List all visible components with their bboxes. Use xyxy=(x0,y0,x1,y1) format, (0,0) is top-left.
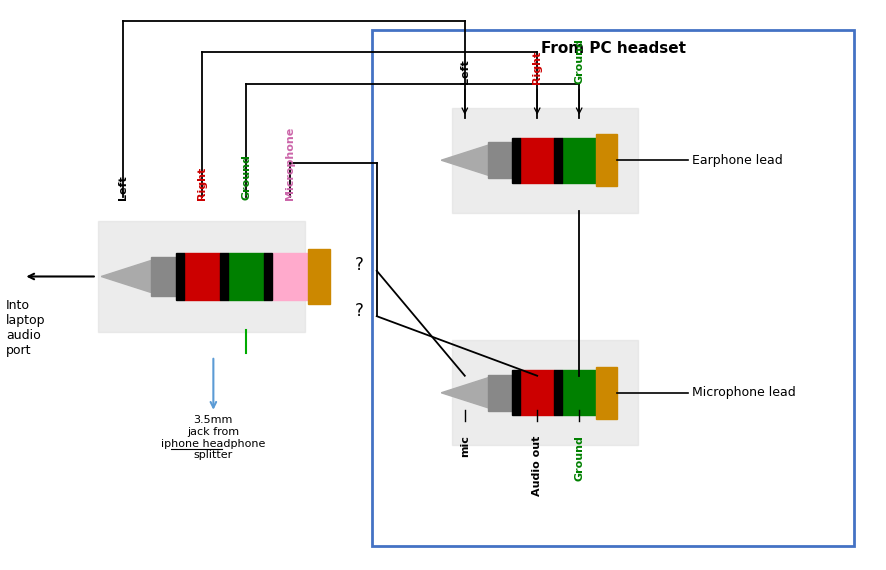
Bar xyxy=(452,108,638,213)
Text: Left: Left xyxy=(119,175,128,200)
Bar xyxy=(555,137,562,183)
Bar xyxy=(520,370,555,416)
Bar xyxy=(97,221,306,332)
Bar xyxy=(151,258,176,296)
Text: Left: Left xyxy=(460,59,470,84)
Text: ?: ? xyxy=(354,302,363,320)
Bar xyxy=(520,137,555,183)
Polygon shape xyxy=(441,378,488,408)
Bar xyxy=(562,137,596,183)
Text: Into
laptop
audio
port: Into laptop audio port xyxy=(6,299,45,357)
Bar xyxy=(512,370,520,416)
Bar xyxy=(184,253,220,300)
Text: Audio out: Audio out xyxy=(532,435,542,496)
Bar xyxy=(488,142,512,178)
Bar xyxy=(220,253,229,300)
Text: Ground: Ground xyxy=(574,38,584,84)
Bar xyxy=(372,30,854,546)
Bar xyxy=(562,370,596,416)
Bar xyxy=(596,367,617,419)
Text: Earphone lead: Earphone lead xyxy=(692,154,782,166)
Polygon shape xyxy=(441,145,488,176)
Text: Right: Right xyxy=(197,166,207,200)
Text: From PC headset: From PC headset xyxy=(540,41,686,56)
Text: Ground: Ground xyxy=(241,154,252,200)
Bar xyxy=(272,253,308,300)
Text: ?: ? xyxy=(354,256,363,274)
Bar xyxy=(308,249,330,304)
Bar xyxy=(452,340,638,445)
Bar xyxy=(229,253,264,300)
Text: Microphone: Microphone xyxy=(285,127,295,200)
Bar xyxy=(596,134,617,186)
Text: Ground: Ground xyxy=(574,435,584,481)
Text: Right: Right xyxy=(532,50,542,84)
Bar xyxy=(512,137,520,183)
Text: mic: mic xyxy=(460,435,470,457)
Text: Microphone lead: Microphone lead xyxy=(692,386,796,399)
Polygon shape xyxy=(101,260,151,292)
Text: 3.5mm
jack from
iphone headphone
splitter: 3.5mm jack from iphone headphone splitte… xyxy=(161,416,266,460)
Bar xyxy=(176,253,184,300)
Bar xyxy=(555,370,562,416)
Bar xyxy=(488,374,512,411)
Bar xyxy=(264,253,272,300)
